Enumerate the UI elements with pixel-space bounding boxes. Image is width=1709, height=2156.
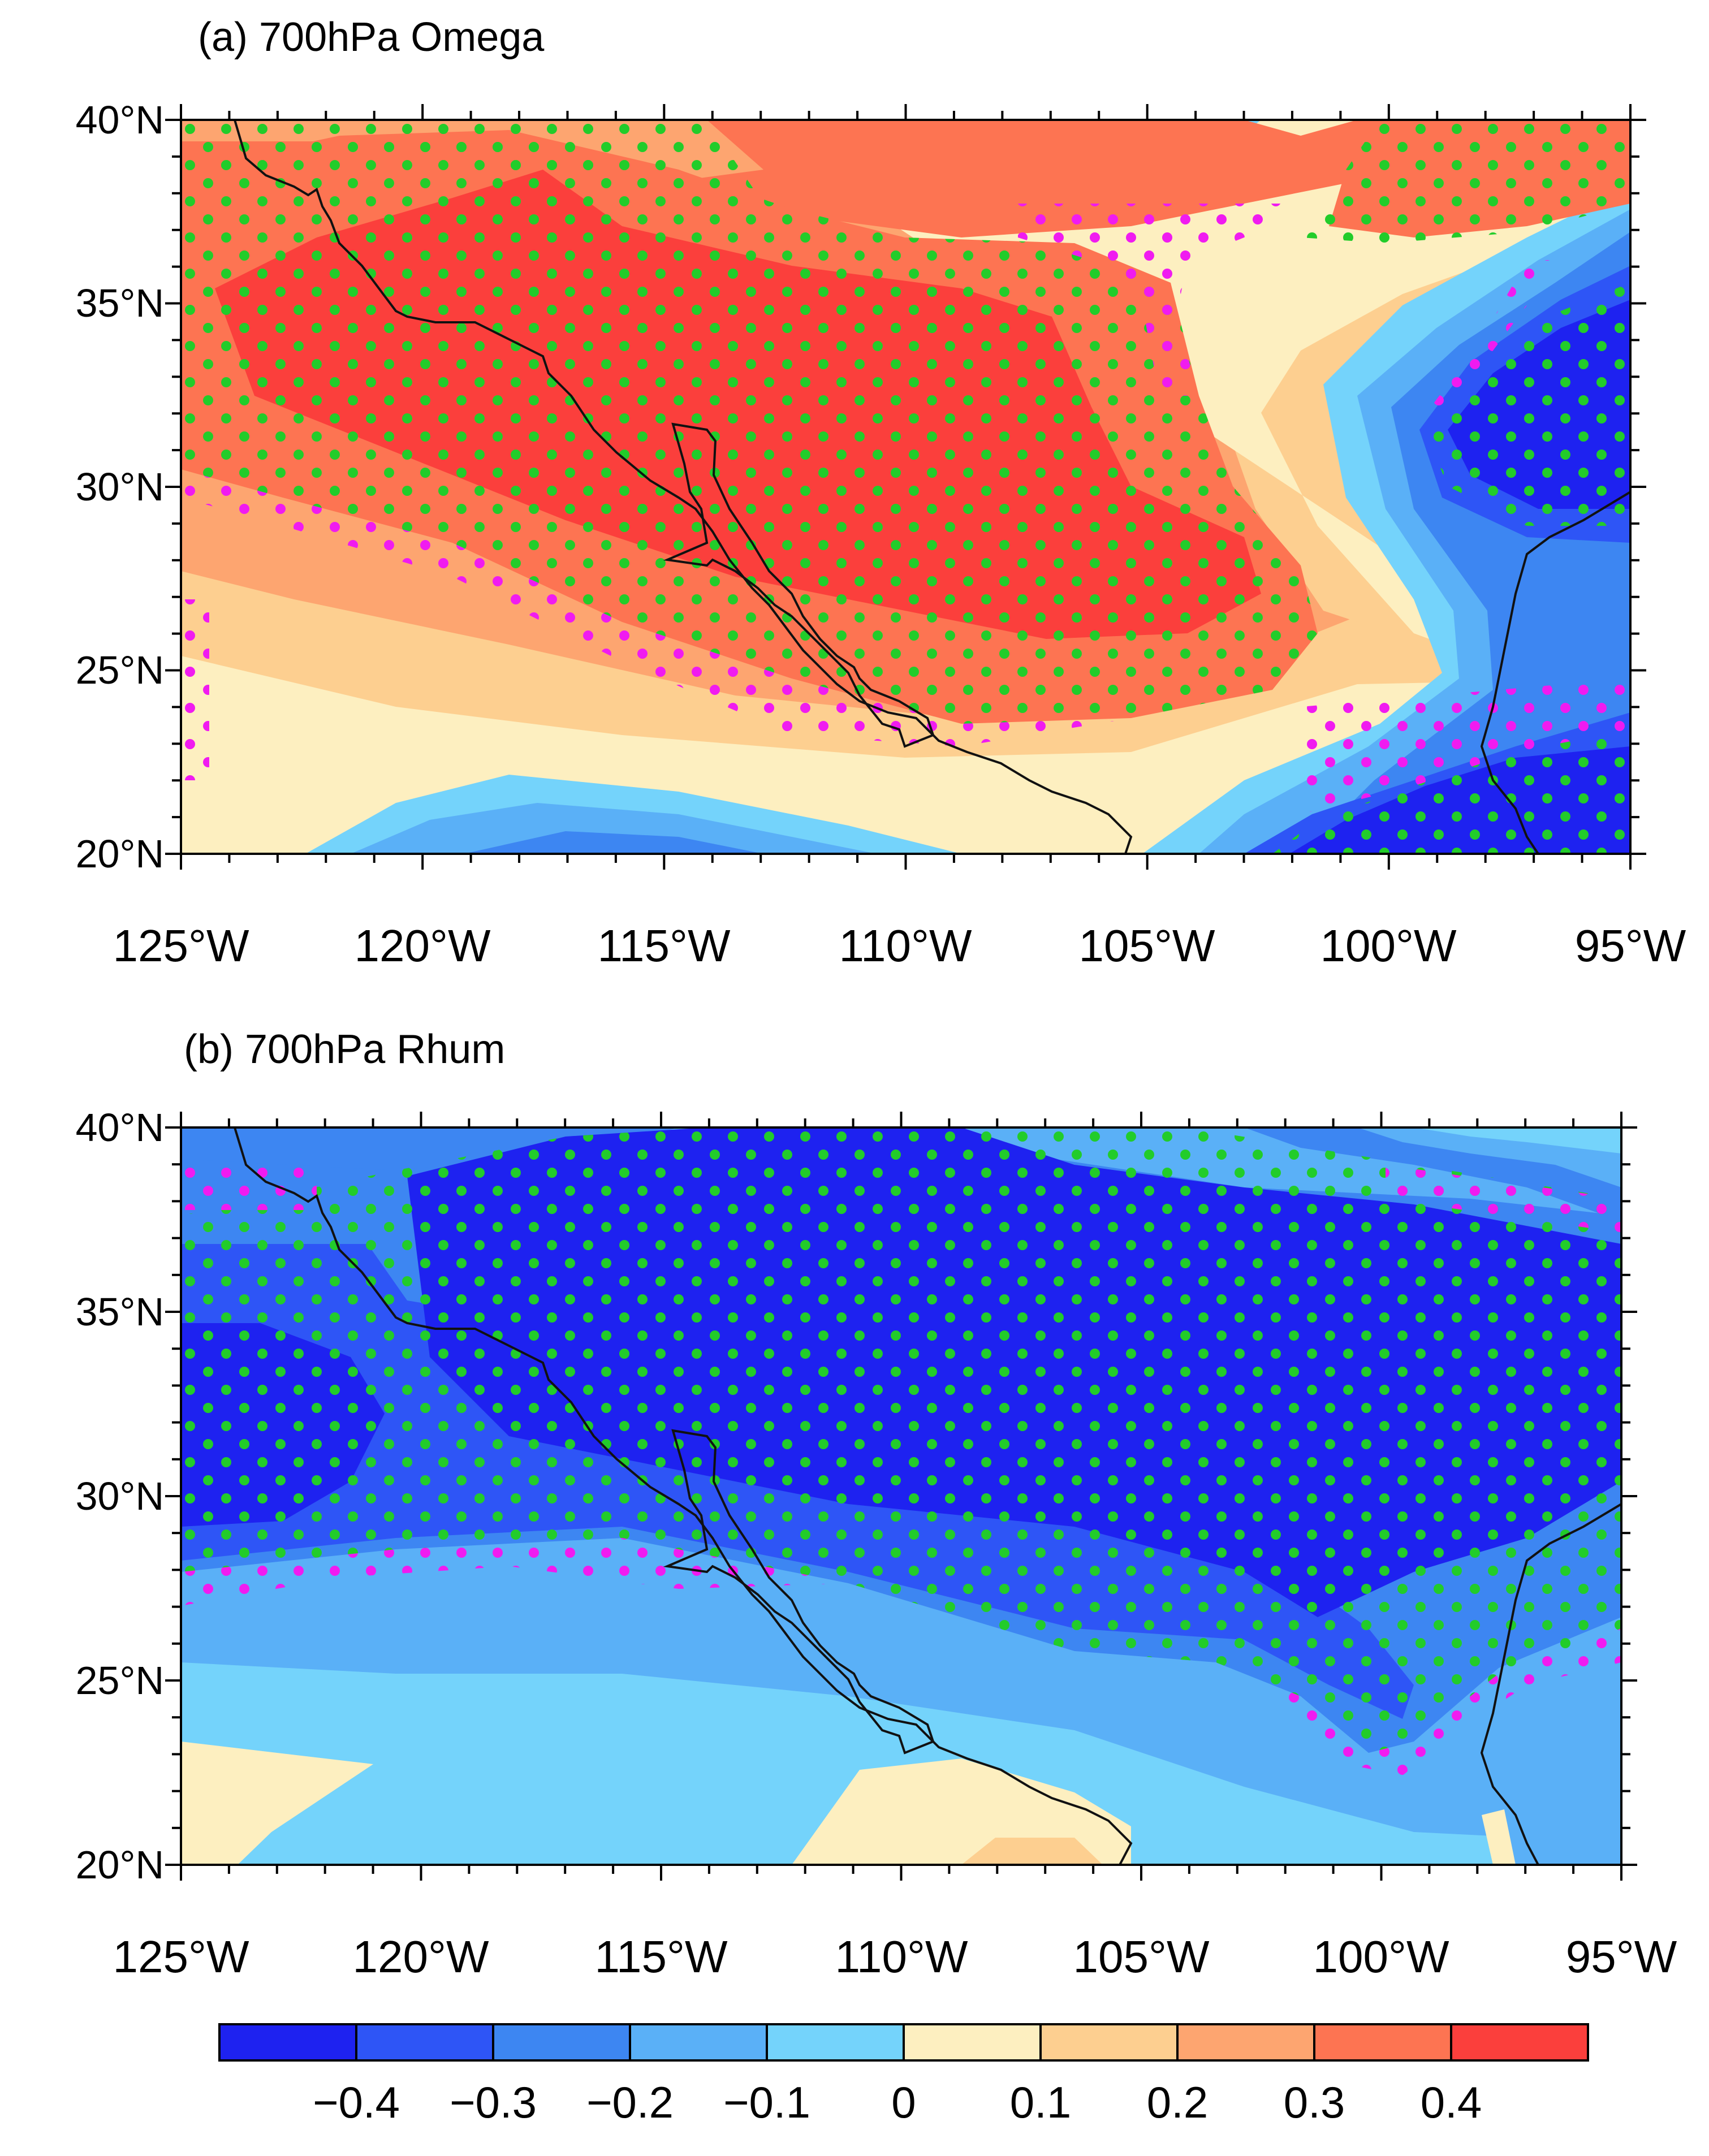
colorbar-label: 0.1	[1010, 2077, 1071, 2127]
omega-stipple-green-southeast	[1272, 729, 1630, 854]
panel-a-y-labels: 40°N 35°N 30°N 25°N 20°N	[76, 98, 164, 876]
panel-b-map	[181, 1127, 1621, 1865]
panel-b-ticks	[165, 1112, 1637, 1881]
coastline-mainland	[234, 120, 1133, 854]
omega-field-neg0.2-south	[351, 803, 877, 854]
x-tick-label-120W: 120°W	[355, 921, 491, 971]
x-tick-label-105W: 105°W	[1079, 921, 1215, 971]
x-tick-label-120W: 120°W	[353, 1932, 489, 1982]
omega-stipple-magenta-north	[1018, 204, 1301, 396]
panel-b-y-labels: 40°N 35°N 30°N 25°N 20°N	[76, 1105, 164, 1887]
omega-stipple-magenta-south	[181, 469, 1131, 746]
coastline-gulf-b	[1480, 1503, 1621, 1865]
y-tick-label-20N: 20°N	[76, 832, 164, 876]
coastline-baja	[663, 422, 935, 748]
y-tick-label-30N: 30°N	[76, 1474, 164, 1518]
colorbar-label: 0.4	[1421, 2077, 1482, 2127]
y-tick-label-30N: 30°N	[76, 465, 164, 509]
x-tick-label-125W: 125°W	[113, 921, 249, 971]
panel-b-title: (b) 700hPa Rhum	[184, 1027, 505, 1072]
colorbar-label: −0.3	[450, 2077, 537, 2127]
omega-stipple-magenta-southeast	[1301, 679, 1630, 814]
omega-stipple-magenta-west	[181, 599, 209, 780]
omega-stipple-green-northeast	[1301, 120, 1630, 243]
panel-b: (b) 700hPa Rhum	[76, 1027, 1677, 1982]
rhum-stipple-green	[181, 1127, 1621, 1753]
rhum-stipple-magenta-south	[181, 1538, 848, 1606]
colorbar-box	[1313, 2023, 1452, 2062]
panel-a-x-labels: 125°W 120°W 115°W 110°W 105°W 100°W 95°W	[113, 921, 1686, 971]
omega-stipple-green-north	[181, 120, 763, 204]
colorbar-box	[1176, 2023, 1315, 2062]
colorbar-label: −0.2	[586, 2077, 674, 2127]
y-tick-label-35N: 35°N	[76, 281, 164, 325]
x-tick-label-115W: 115°W	[597, 921, 731, 971]
y-tick-label-40N: 40°N	[76, 1105, 164, 1150]
x-tick-label-95W: 95°W	[1575, 921, 1686, 971]
panel-a-ticks	[165, 104, 1646, 870]
rhum-stipple-magenta-northeast	[1386, 1165, 1621, 1233]
coastline-baja-b	[663, 1429, 935, 1755]
omega-field-neg0.3-south	[464, 831, 763, 854]
omega-stipple-magenta-east	[1431, 260, 1561, 418]
panel-a-map	[181, 120, 1630, 854]
panel-a-title: (a) 700hPa Omega	[198, 15, 545, 60]
colorbar-box	[1039, 2023, 1179, 2062]
rhum-field-neg0.2-southeast	[1470, 1685, 1621, 1865]
coastline-gulf	[1480, 491, 1630, 854]
y-tick-label-20N: 20°N	[76, 1843, 164, 1887]
rhum-field-neg0.1-ne	[1414, 1127, 1621, 1153]
panel-a: (a) 700hPa Omega	[76, 15, 1686, 971]
colorbar-label: −0.1	[723, 2077, 810, 2127]
colorbar-labels: −0.4 −0.3 −0.2 −0.1 0 0.1 0.2 0.3 0.4	[313, 2077, 1482, 2127]
colorbar-box	[492, 2023, 631, 2062]
y-tick-label-35N: 35°N	[76, 1290, 164, 1334]
colorbar-box	[766, 2023, 905, 2062]
rhum-stipple-magenta-northwest	[181, 1165, 317, 1210]
x-tick-label-115W: 115°W	[594, 1932, 728, 1982]
y-tick-label-25N: 25°N	[76, 648, 164, 692]
colorbar-label: 0.3	[1284, 2077, 1345, 2127]
x-tick-label-125W: 125°W	[113, 1932, 249, 1982]
colorbar-label: −0.4	[313, 2077, 400, 2127]
rhum-field-0.1-southeast	[1482, 1809, 1516, 1865]
x-tick-label-110W: 110°W	[835, 1932, 968, 1982]
rhum-stipple-magenta-southeast	[1244, 1628, 1621, 1775]
x-tick-label-110W: 110°W	[839, 921, 972, 971]
colorbar-box	[903, 2023, 1042, 2062]
rhum-field-0.2-south	[961, 1838, 1103, 1865]
panel-b-x-labels: 125°W 120°W 115°W 110°W 105°W 100°W 95°W	[113, 1932, 1677, 1982]
colorbar-box	[629, 2023, 768, 2062]
coastline-mainland-b	[234, 1127, 1133, 1865]
rhum-field-neg0.1-south	[181, 1662, 1621, 1865]
colorbar-label: 0.2	[1147, 2077, 1208, 2127]
x-tick-label-105W: 105°W	[1073, 1932, 1210, 1982]
omega-stipple-green-east	[1425, 283, 1630, 526]
colorbar-label: 0	[891, 2077, 916, 2127]
colorbar-box	[218, 2023, 357, 2062]
x-tick-label-95W: 95°W	[1566, 1932, 1677, 1982]
y-tick-label-25N: 25°N	[76, 1658, 164, 1703]
x-tick-label-100W: 100°W	[1320, 921, 1457, 971]
rhum-field-neg0.2-southband	[181, 1578, 1074, 1696]
colorbar-box	[355, 2023, 494, 2062]
rhum-field-0.1-southwest	[181, 1742, 373, 1865]
colorbar-box	[1450, 2023, 1589, 2062]
x-tick-label-100W: 100°W	[1313, 1932, 1449, 1982]
colorbar-boxes	[218, 2023, 1589, 2062]
y-tick-label-40N: 40°N	[76, 98, 164, 142]
colorbar: −0.4 −0.3 −0.2 −0.1 0 0.1 0.2 0.3 0.4	[218, 2023, 1589, 2127]
omega-stipple-green-main	[181, 130, 1318, 724]
